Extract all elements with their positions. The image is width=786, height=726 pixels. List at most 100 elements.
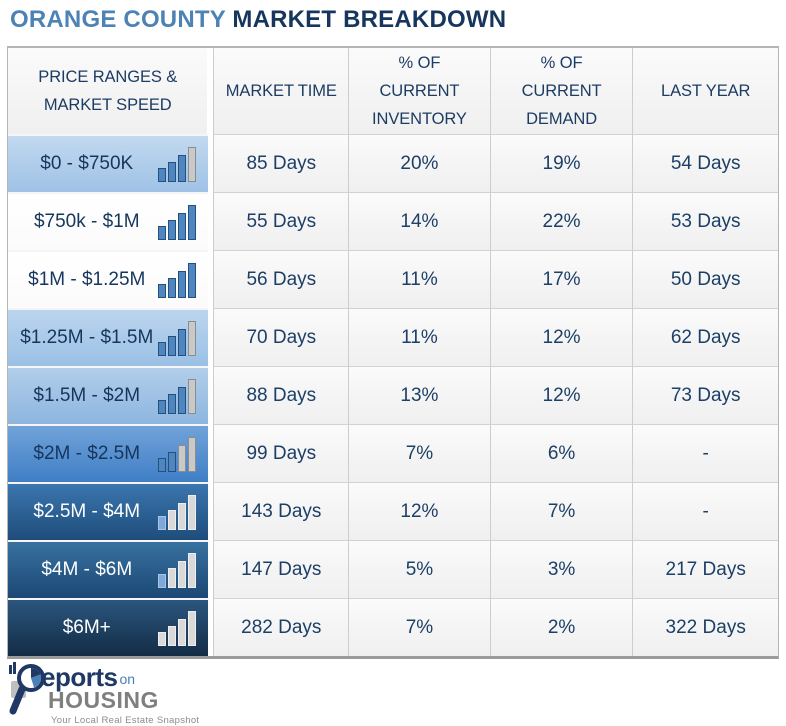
column-gap <box>207 598 214 656</box>
column-gap <box>207 48 214 134</box>
header-market-time: MARKET TIME <box>213 48 349 134</box>
demand-cell: 12% <box>489 366 633 424</box>
column-gap <box>207 192 214 250</box>
market-time-cell: 55 Days <box>213 192 349 250</box>
price-range-cell: $6M+ <box>8 598 208 656</box>
market-time-cell: 85 Days <box>213 134 349 192</box>
inventory-cell: 5% <box>348 540 490 598</box>
price-range-cell: $1.25M - $1.5M <box>8 308 208 366</box>
price-range-cell: $1M - $1.25M <box>8 250 208 308</box>
page-title-subject: MARKET BREAKDOWN <box>232 6 507 33</box>
price-range-label: $1.5M - $2M <box>33 385 141 406</box>
demand-cell: 7% <box>489 482 633 540</box>
inventory-cell: 11% <box>348 250 490 308</box>
last-year-cell: 53 Days <box>632 192 778 250</box>
market-time-cell: 147 Days <box>213 540 349 598</box>
column-gap <box>207 366 214 424</box>
market-speed-bars-icon <box>156 320 196 356</box>
table-row: $1.5M - $2M 88 Days 13% 12% 73 Days <box>8 366 778 424</box>
price-range-label: $1M - $1.25M <box>28 269 146 290</box>
inventory-cell: 20% <box>348 134 490 192</box>
price-range-label: $4M - $6M <box>41 559 133 580</box>
market-speed-bars-icon <box>156 204 196 240</box>
market-time-cell: 282 Days <box>213 598 349 656</box>
reports-on-housing-logo: eports on HOUSING Your Local Real Estate … <box>8 661 268 726</box>
last-year-cell: 50 Days <box>632 250 778 308</box>
price-range-cell: $2.5M - $4M <box>8 482 208 540</box>
price-range-cell: $1.5M - $2M <box>8 366 208 424</box>
header-current-inventory: % OF CURRENT INVENTORY <box>348 48 490 134</box>
table-row: $2.5M - $4M 143 Days 12% 7% - <box>8 482 778 540</box>
market-time-cell: 88 Days <box>213 366 349 424</box>
price-range-label: $2M - $2.5M <box>33 443 141 464</box>
market-breakdown-table: PRICE RANGES & MARKET SPEED MARKET TIME … <box>7 46 779 659</box>
logo-line-reports-on: eports on <box>41 662 199 693</box>
price-range-label: $0 - $750K <box>40 153 134 174</box>
logo-tagline: Your Local Real Estate Snapshot <box>51 715 200 726</box>
inventory-cell: 7% <box>348 598 490 656</box>
last-year-cell: - <box>632 424 778 482</box>
demand-cell: 17% <box>489 250 633 308</box>
demand-cell: 19% <box>489 134 633 192</box>
demand-cell: 6% <box>489 424 633 482</box>
market-speed-bars-icon <box>156 262 196 298</box>
inventory-cell: 14% <box>348 192 490 250</box>
demand-cell: 2% <box>489 598 633 656</box>
price-range-cell: $4M - $6M <box>8 540 208 598</box>
table-row: $1M - $1.25M 56 Days 11% 17% 50 Days <box>8 250 778 308</box>
market-speed-bars-icon <box>156 436 196 472</box>
market-speed-bars-icon <box>156 610 196 646</box>
column-gap <box>207 308 214 366</box>
demand-cell: 3% <box>489 540 633 598</box>
market-speed-bars-icon <box>156 494 196 530</box>
last-year-cell: 62 Days <box>632 308 778 366</box>
table-row: $2M - $2.5M 99 Days 7% 6% - <box>8 424 778 482</box>
page-title-county: ORANGE COUNTY <box>10 6 226 33</box>
logo-word-on: on <box>119 671 136 687</box>
demand-cell: 12% <box>489 308 633 366</box>
market-time-cell: 56 Days <box>213 250 349 308</box>
table-row: $1.25M - $1.5M 70 Days 11% 12% 62 Days <box>8 308 778 366</box>
market-time-cell: 70 Days <box>213 308 349 366</box>
table-row: $6M+ 282 Days 7% 2% 322 Days <box>8 598 778 656</box>
logo-word-reports: eports <box>41 662 118 692</box>
last-year-cell: 217 Days <box>632 540 778 598</box>
market-time-cell: 99 Days <box>213 424 349 482</box>
header-last-year: LAST YEAR <box>632 48 778 134</box>
price-range-label: $2.5M - $4M <box>33 501 141 522</box>
price-range-label: $750k - $1M <box>33 211 140 232</box>
price-range-cell: $750k - $1M <box>8 192 208 250</box>
magnifier-piechart-icon <box>9 662 45 715</box>
last-year-cell: 322 Days <box>632 598 778 656</box>
table-row: $0 - $750K 85 Days 20% 19% 54 Days <box>8 134 778 192</box>
logo-text: eports on HOUSING Your Local Real Estate … <box>41 662 199 726</box>
column-gap <box>207 482 214 540</box>
table-row: $4M - $6M 147 Days 5% 3% 217 Days <box>8 540 778 598</box>
page-title: ORANGE COUNTY MARKET BREAKDOWN <box>10 6 506 34</box>
price-range-label: $6M+ <box>62 617 111 638</box>
column-gap <box>207 134 214 192</box>
last-year-cell: - <box>632 482 778 540</box>
column-gap <box>207 540 214 598</box>
demand-cell: 22% <box>489 192 633 250</box>
header-current-demand: % OF CURRENT DEMAND <box>489 48 633 134</box>
table-header-row: PRICE RANGES & MARKET SPEED MARKET TIME … <box>8 48 778 134</box>
table-row: $750k - $1M 55 Days 14% 22% 53 Days <box>8 192 778 250</box>
market-time-cell: 143 Days <box>213 482 349 540</box>
inventory-cell: 7% <box>348 424 490 482</box>
header-price-ranges: PRICE RANGES & MARKET SPEED <box>8 48 208 134</box>
inventory-cell: 11% <box>348 308 490 366</box>
market-speed-bars-icon <box>156 146 196 182</box>
price-range-label: $1.25M - $1.5M <box>20 327 154 348</box>
price-range-cell: $2M - $2.5M <box>8 424 208 482</box>
inventory-cell: 13% <box>348 366 490 424</box>
inventory-cell: 12% <box>348 482 490 540</box>
market-speed-bars-icon <box>156 378 196 414</box>
market-speed-bars-icon <box>156 552 196 588</box>
price-range-cell: $0 - $750K <box>8 134 208 192</box>
logo-word-housing: HOUSING <box>48 687 159 713</box>
column-gap <box>207 424 214 482</box>
last-year-cell: 54 Days <box>632 134 778 192</box>
column-gap <box>207 250 214 308</box>
last-year-cell: 73 Days <box>632 366 778 424</box>
